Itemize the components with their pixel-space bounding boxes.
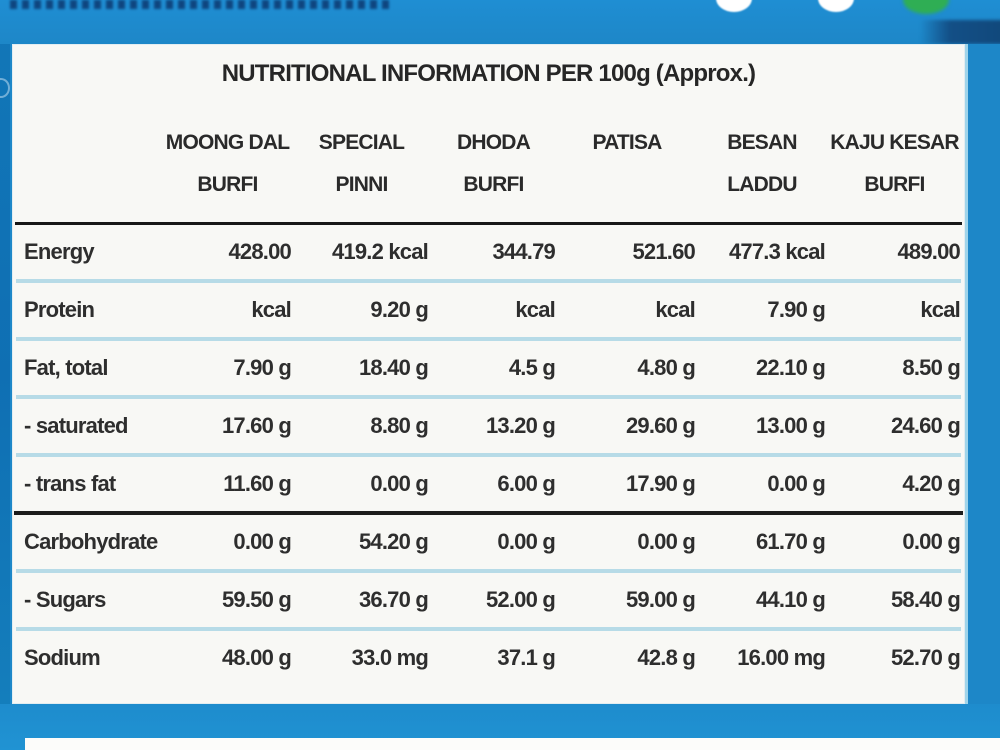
table-title: NUTRITIONAL INFORMATION PER 100g (Approx… xyxy=(221,60,756,87)
value-cell: kcal xyxy=(920,297,960,322)
value-cell: 9.20 g xyxy=(370,297,428,322)
topbar xyxy=(0,0,1000,44)
column-header: KAJU KESAR BURFI xyxy=(830,131,959,196)
left-background-strip xyxy=(0,0,10,750)
value-cell: 0.00 g xyxy=(497,529,555,554)
value-cell: 8.50 g xyxy=(902,355,960,380)
value-cell: 22.10 g xyxy=(755,355,826,380)
row-label: - Sugars xyxy=(24,587,106,612)
value-cell: 13.20 g xyxy=(485,413,556,438)
value-cell: 52.70 g xyxy=(890,645,961,670)
value-cell: 37.1 g xyxy=(497,645,555,670)
value-cell: 48.00 g xyxy=(221,645,292,670)
row-separator xyxy=(12,685,965,689)
value-cell: 7.90 g xyxy=(233,355,291,380)
value-cell: 11.60 g xyxy=(223,471,292,496)
value-cell: 344.79 xyxy=(492,239,556,264)
row-label: Fat, total xyxy=(24,355,108,380)
row-label: Protein xyxy=(24,297,95,322)
value-cell: 29.60 g xyxy=(625,413,696,438)
table-row: Carbohydrate 0.00 g 54.20 g 0.00 g 0.00 g 61.… xyxy=(12,515,965,569)
value-cell: 42.8 g xyxy=(637,645,695,670)
value-cell: 16.00 mg xyxy=(737,645,826,670)
table-row: Protein kcal 9.20 g kcal kcal 7.90 g kcal xyxy=(12,283,965,337)
value-cell: 17.90 g xyxy=(625,471,696,496)
value-cell: 0.00 g xyxy=(637,529,695,554)
row-separator xyxy=(16,395,961,399)
table-row: - trans fat 11.60 g 0.00 g 6.00 g 17.90 g 0.0… xyxy=(12,457,965,511)
table-row: Fat, total 7.90 g 18.40 g 4.5 g 4.80 g 22.10 … xyxy=(12,341,965,395)
row-label: Carbohydrate xyxy=(24,529,158,554)
nutrition-info-card: NUTRITIONAL INFORMATION PER 100g (Approx… xyxy=(12,44,968,704)
value-cell: 61.70 g xyxy=(755,529,826,554)
value-cell: 4.20 g xyxy=(902,471,960,496)
value-cell: kcal xyxy=(251,297,291,322)
row-label: - saturated xyxy=(24,413,128,438)
cutoff-header-text xyxy=(10,0,390,9)
table-row: - saturated 17.60 g 8.80 g 13.20 g 29.60 g 13… xyxy=(12,399,965,453)
table-body: Energy 428.00 419.2 kcal 344.79 521.60 477.3 … xyxy=(12,225,965,689)
value-cell: 6.00 g xyxy=(497,471,555,496)
row-separator xyxy=(16,569,961,573)
table-row: - Sugars 59.50 g 36.70 g 52.00 g 59.00 g 44.1… xyxy=(12,573,965,627)
column-headers: MOONG DAL BURFI SPECIAL PINNI DHODA BURFI P… xyxy=(12,122,965,206)
value-cell: 0.00 g xyxy=(370,471,428,496)
value-cell: 489.00 xyxy=(897,239,961,264)
value-cell: 428.00 xyxy=(228,239,292,264)
next-card-top-edge xyxy=(25,738,1000,750)
value-cell: 13.00 g xyxy=(755,413,826,438)
value-cell: 17.60 g xyxy=(221,413,292,438)
value-cell: 36.70 g xyxy=(358,587,429,612)
background-shadow-streak xyxy=(920,20,1000,44)
value-cell: 59.00 g xyxy=(625,587,696,612)
row-label: Sodium xyxy=(24,645,101,670)
column-header: MOONG DAL BURFI xyxy=(165,131,290,196)
cutoff-action-icon[interactable] xyxy=(818,0,854,12)
value-cell: 521.60 xyxy=(632,239,696,264)
cutoff-whatsapp-icon[interactable] xyxy=(903,0,949,14)
row-separator xyxy=(14,511,963,515)
value-cell: 7.90 g xyxy=(767,297,825,322)
column-header: PATISA xyxy=(592,131,662,154)
row-separator xyxy=(16,453,961,457)
value-cell: 58.40 g xyxy=(890,587,961,612)
cutoff-action-icon[interactable] xyxy=(716,0,752,12)
value-cell: 18.40 g xyxy=(358,355,429,380)
row-label: Energy xyxy=(24,239,95,264)
value-cell: 52.00 g xyxy=(485,587,556,612)
value-cell: 477.3 kcal xyxy=(729,239,826,264)
value-cell: 24.60 g xyxy=(890,413,961,438)
value-cell: 0.00 g xyxy=(233,529,291,554)
value-cell: 0.00 g xyxy=(767,471,825,496)
column-header: SPECIAL PINNI xyxy=(318,131,405,196)
column-header: DHODA BURFI xyxy=(457,131,531,196)
value-cell: 0.00 g xyxy=(902,529,960,554)
value-cell: 8.80 g xyxy=(370,413,428,438)
header-separator-rule xyxy=(15,222,962,225)
value-cell: 4.5 g xyxy=(508,355,556,380)
table-row: Sodium 48.00 g 33.0 mg 37.1 g 42.8 g 16.00 mg… xyxy=(12,631,965,685)
value-cell: 4.80 g xyxy=(637,355,695,380)
value-cell: 54.20 g xyxy=(358,529,429,554)
value-cell: 59.50 g xyxy=(221,587,292,612)
row-separator xyxy=(16,337,961,341)
row-separator xyxy=(16,627,961,631)
row-separator xyxy=(16,279,961,283)
value-cell: kcal xyxy=(515,297,555,322)
value-cell: kcal xyxy=(655,297,695,322)
value-cell: 419.2 kcal xyxy=(332,239,429,264)
table-row: Energy 428.00 419.2 kcal 344.79 521.60 477.3 … xyxy=(12,225,965,279)
value-cell: 44.10 g xyxy=(755,587,826,612)
value-cell: 33.0 mg xyxy=(351,645,429,670)
column-header: BESAN LADDU xyxy=(727,131,797,196)
row-label: - trans fat xyxy=(24,471,116,496)
